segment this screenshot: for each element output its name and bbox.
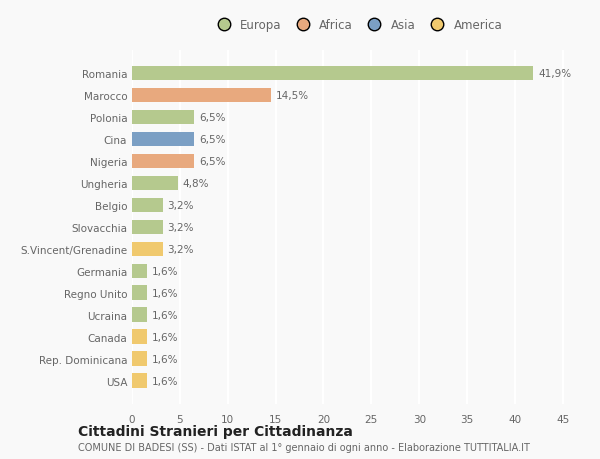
Text: 1,6%: 1,6% bbox=[152, 332, 179, 342]
Bar bbox=[132, 330, 148, 344]
Bar bbox=[132, 176, 178, 190]
Bar bbox=[132, 220, 163, 235]
Text: 6,5%: 6,5% bbox=[199, 134, 226, 145]
Bar bbox=[132, 67, 533, 81]
Bar bbox=[132, 308, 148, 322]
Bar bbox=[132, 242, 163, 256]
Text: 1,6%: 1,6% bbox=[152, 354, 179, 364]
Text: 6,5%: 6,5% bbox=[199, 112, 226, 123]
Legend: Europa, Africa, Asia, America: Europa, Africa, Asia, America bbox=[207, 14, 507, 36]
Text: 4,8%: 4,8% bbox=[183, 179, 209, 188]
Bar bbox=[132, 286, 148, 300]
Text: 6,5%: 6,5% bbox=[199, 157, 226, 167]
Text: 1,6%: 1,6% bbox=[152, 288, 179, 298]
Bar bbox=[132, 89, 271, 103]
Text: 14,5%: 14,5% bbox=[275, 90, 309, 101]
Text: COMUNE DI BADESI (SS) - Dati ISTAT al 1° gennaio di ogni anno - Elaborazione TUT: COMUNE DI BADESI (SS) - Dati ISTAT al 1°… bbox=[78, 442, 530, 452]
Bar bbox=[132, 154, 194, 168]
Text: 3,2%: 3,2% bbox=[167, 244, 194, 254]
Text: 3,2%: 3,2% bbox=[167, 200, 194, 210]
Text: 41,9%: 41,9% bbox=[538, 69, 571, 78]
Text: 1,6%: 1,6% bbox=[152, 266, 179, 276]
Bar bbox=[132, 374, 148, 388]
Bar bbox=[132, 111, 194, 125]
Text: 1,6%: 1,6% bbox=[152, 310, 179, 320]
Text: 1,6%: 1,6% bbox=[152, 376, 179, 386]
Bar bbox=[132, 264, 148, 278]
Text: Cittadini Stranieri per Cittadinanza: Cittadini Stranieri per Cittadinanza bbox=[78, 425, 353, 438]
Bar bbox=[132, 198, 163, 213]
Bar bbox=[132, 132, 194, 146]
Bar bbox=[132, 352, 148, 366]
Text: 3,2%: 3,2% bbox=[167, 222, 194, 232]
